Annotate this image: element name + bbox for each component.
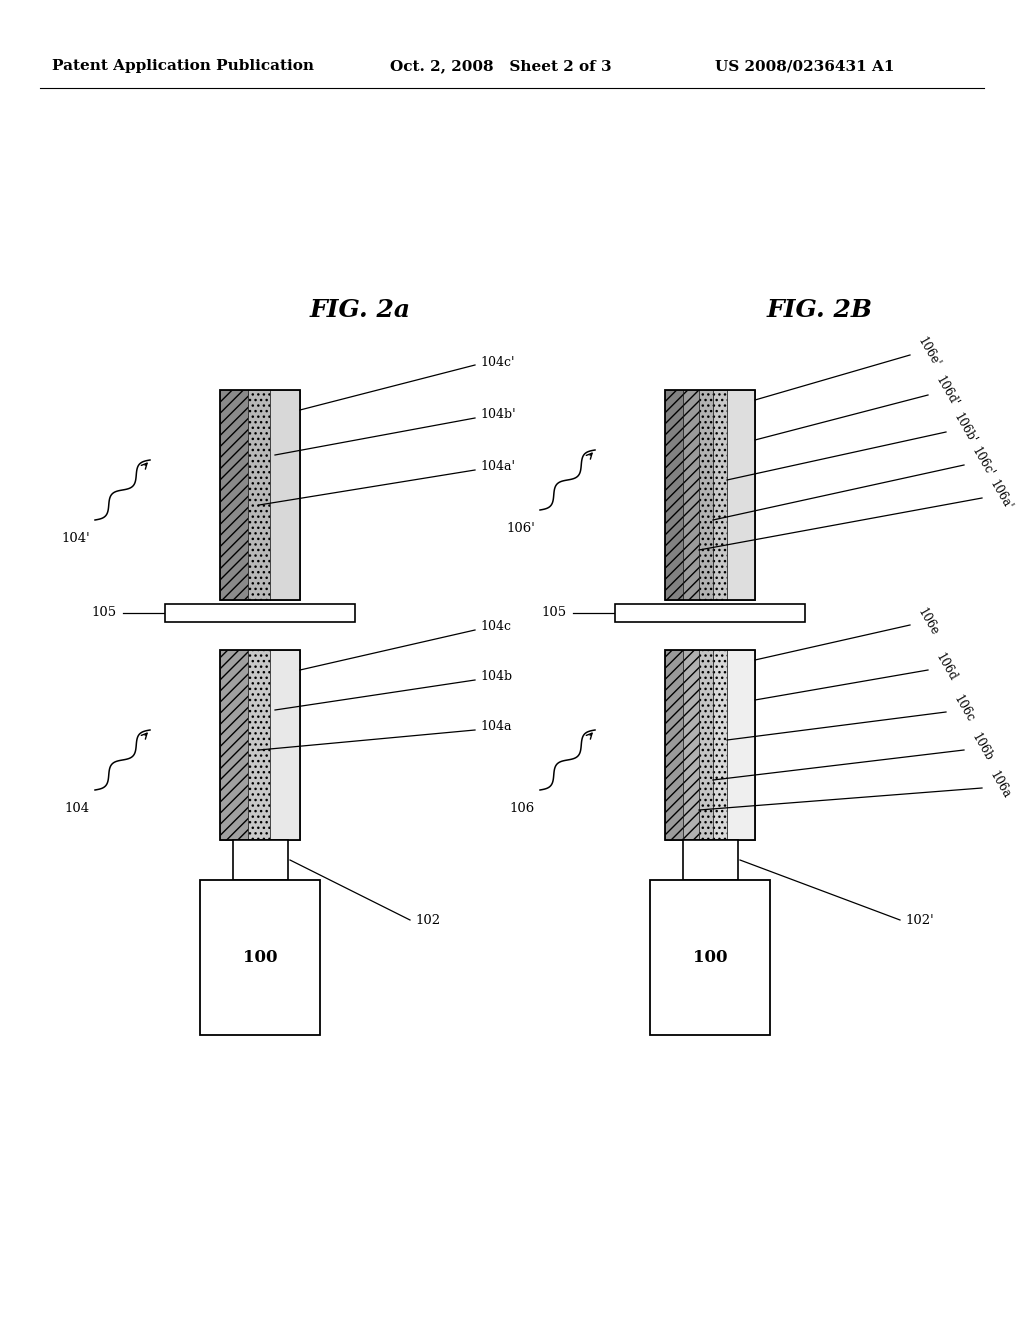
Text: 106e': 106e' [915,335,942,370]
Bar [665,389,683,601]
Text: 106a': 106a' [987,478,1015,512]
Text: FIG. 2a: FIG. 2a [309,298,411,322]
Text: 104c: 104c [480,620,511,634]
Text: FIG. 2B: FIG. 2B [767,298,873,322]
Bar [665,649,683,840]
Bar [220,649,300,840]
Bar [248,389,270,601]
Bar [727,649,755,840]
Text: 106: 106 [510,801,535,814]
Text: 104c': 104c' [480,355,514,368]
Text: 106b': 106b' [951,412,979,446]
Bar [220,389,248,601]
Text: 104': 104' [61,532,90,544]
Text: 104b: 104b [480,671,512,684]
Bar [727,389,755,601]
Bar [713,649,727,840]
Bar [650,880,770,1035]
Text: Oct. 2, 2008   Sheet 2 of 3: Oct. 2, 2008 Sheet 2 of 3 [390,59,611,73]
Text: 106e: 106e [915,606,941,638]
Bar [220,389,300,601]
Text: Patent Application Publication: Patent Application Publication [52,59,314,73]
Bar [683,840,738,880]
Text: 100: 100 [693,949,727,965]
Text: 104b': 104b' [480,408,516,421]
Bar [270,649,300,840]
Bar [665,389,755,601]
Text: 105: 105 [92,606,117,619]
Text: 100: 100 [243,949,278,965]
Bar [615,605,805,622]
Bar [233,840,288,880]
Text: 105: 105 [542,606,567,619]
Bar [713,389,727,601]
Text: 102: 102 [415,913,440,927]
Text: 104a': 104a' [480,461,515,474]
Bar [270,389,300,601]
Bar [683,649,699,840]
Bar [165,605,355,622]
Bar [220,649,248,840]
Bar [699,389,713,601]
Text: 106c: 106c [951,693,977,725]
Text: 106d: 106d [933,651,959,684]
Text: 106': 106' [506,521,535,535]
Bar [200,880,319,1035]
Bar [248,649,270,840]
Bar [683,389,699,601]
Bar [665,649,755,840]
Text: 104a: 104a [480,721,512,734]
Text: 104: 104 [65,801,90,814]
Text: 106c': 106c' [969,445,996,479]
Text: 106a: 106a [987,770,1013,801]
Text: 106b: 106b [969,731,995,763]
Text: 102': 102' [905,913,934,927]
Bar [699,649,713,840]
Text: US 2008/0236431 A1: US 2008/0236431 A1 [715,59,895,73]
Text: 106d': 106d' [933,375,961,409]
